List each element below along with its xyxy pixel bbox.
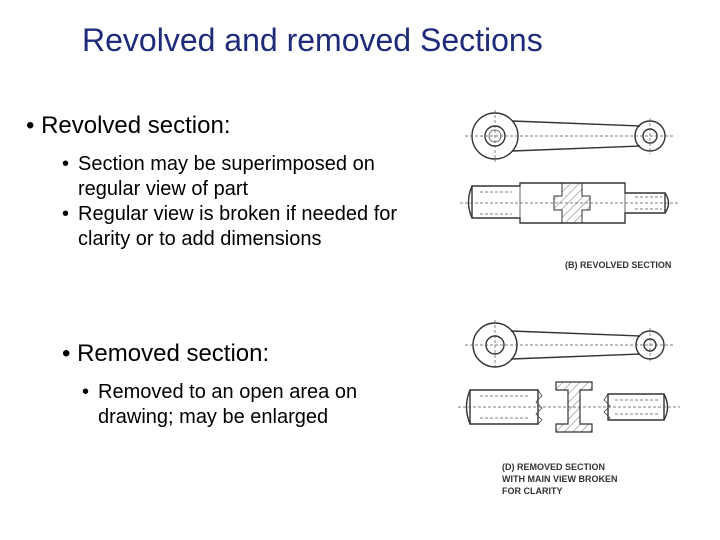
heading-revolved: • Revolved section: (26, 112, 231, 140)
bullet-text: Removed to an open area on drawing; may … (98, 380, 382, 430)
slide-title: Revolved and removed Sections (82, 22, 543, 59)
revolved-bullets: • Section may be superimposed on regular… (62, 152, 412, 252)
figure-revolved: (B) REVOLVED SECTION (450, 108, 700, 298)
bullet-text: Regular view is broken if needed for cla… (78, 202, 412, 252)
figure-caption-d-line1: (D) REMOVED SECTION (502, 462, 605, 472)
figure-caption-d-line2: WITH MAIN VIEW BROKEN (502, 474, 618, 484)
heading-removed: • Removed section: (62, 340, 269, 368)
figure-caption-b: (B) REVOLVED SECTION (565, 260, 671, 270)
bullet-dot: • (62, 202, 78, 252)
figure-caption-d-line3: FOR CLARITY (502, 486, 563, 496)
removed-bullets: • Removed to an open area on drawing; ma… (82, 380, 382, 430)
bullet-dot: • (62, 152, 78, 202)
bullet-text: Section may be superimposed on regular v… (78, 152, 412, 202)
figure-removed: (D) REMOVED SECTION WITH MAIN VIEW BROKE… (450, 320, 700, 520)
bullet-dot: • (82, 380, 98, 430)
